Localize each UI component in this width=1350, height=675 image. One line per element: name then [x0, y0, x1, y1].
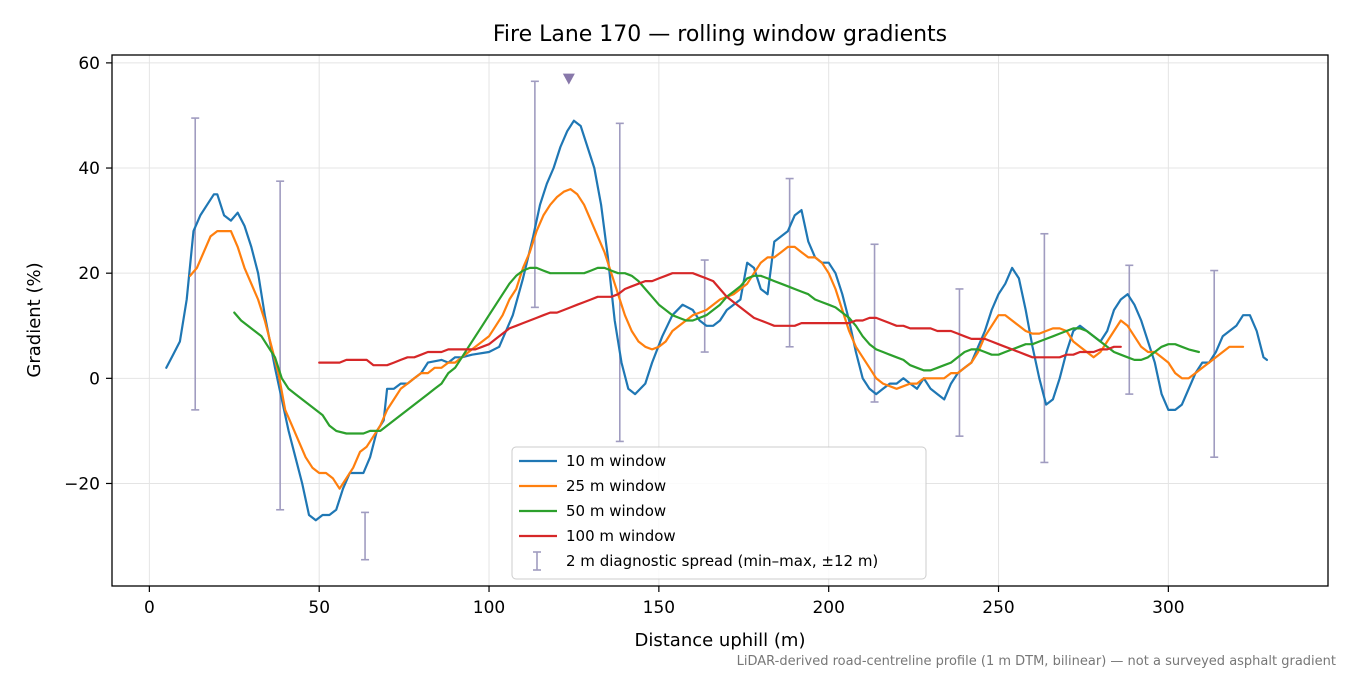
x-tick-label: 100 — [473, 598, 505, 618]
footnote: LiDAR-derived road-centreline profile (1… — [737, 654, 1336, 669]
spread-bar — [700, 259, 709, 353]
x-tick-label: 150 — [643, 598, 675, 618]
legend: 10 m window 25 m window 50 m window 100 m w… — [511, 446, 927, 580]
legend-label: 2 m diagnostic spread (min–max, ±12 m) — [566, 552, 878, 570]
legend-label: 25 m window — [566, 477, 666, 495]
series-line-25-m-window — [189, 188, 1245, 490]
peak-marker-layer — [562, 73, 575, 85]
grid — [112, 55, 1328, 586]
spread-bar — [785, 177, 794, 348]
spread-bar — [615, 122, 624, 443]
plot-frame — [111, 54, 1329, 587]
axis-ticks: 0 50 100 150 200 250 300 −20 0 20 40 60 — [64, 54, 1184, 618]
x-tick-label: 200 — [812, 598, 844, 618]
spread-bars — [191, 80, 1219, 561]
legend-label: 50 m window — [566, 502, 666, 520]
y-tick-label: −20 — [64, 474, 100, 494]
legend-entry: 25 m window — [519, 477, 666, 495]
x-tick-label: 50 — [308, 598, 330, 618]
legend-entry: 2 m diagnostic spread (min–max, ±12 m) — [533, 551, 878, 571]
spread-bar — [191, 117, 200, 411]
y-tick-label: 0 — [89, 369, 100, 389]
y-tick-label: 40 — [78, 159, 100, 179]
series-lines — [165, 119, 1268, 522]
peak-marker — [562, 73, 575, 85]
legend-entry: 50 m window — [519, 502, 666, 520]
x-tick-label: 300 — [1152, 598, 1184, 618]
x-axis-label: Distance uphill (m) — [635, 630, 806, 651]
legend-entry: 10 m window — [519, 452, 666, 470]
legend-box — [511, 446, 927, 580]
x-tick-label: 0 — [144, 598, 155, 618]
legend-entry: 100 m window — [519, 527, 676, 545]
x-tick-label: 250 — [982, 598, 1014, 618]
spread-bar — [530, 80, 539, 309]
spread-bar — [361, 511, 370, 561]
chart-title: Fire Lane 170 — rolling window gradients — [493, 22, 947, 47]
series-line-100-m-window — [318, 272, 1122, 367]
y-axis-label: Gradient (%) — [24, 262, 45, 377]
y-tick-label: 60 — [78, 54, 100, 74]
series-line-50-m-window — [233, 266, 1200, 435]
spread-bar — [1040, 232, 1049, 464]
legend-label: 10 m window — [566, 452, 666, 470]
legend-label: 100 m window — [566, 527, 676, 545]
spread-bar — [955, 288, 964, 437]
spread-bar — [1210, 269, 1219, 458]
spread-bar — [276, 180, 285, 511]
y-tick-label: 20 — [78, 264, 100, 284]
